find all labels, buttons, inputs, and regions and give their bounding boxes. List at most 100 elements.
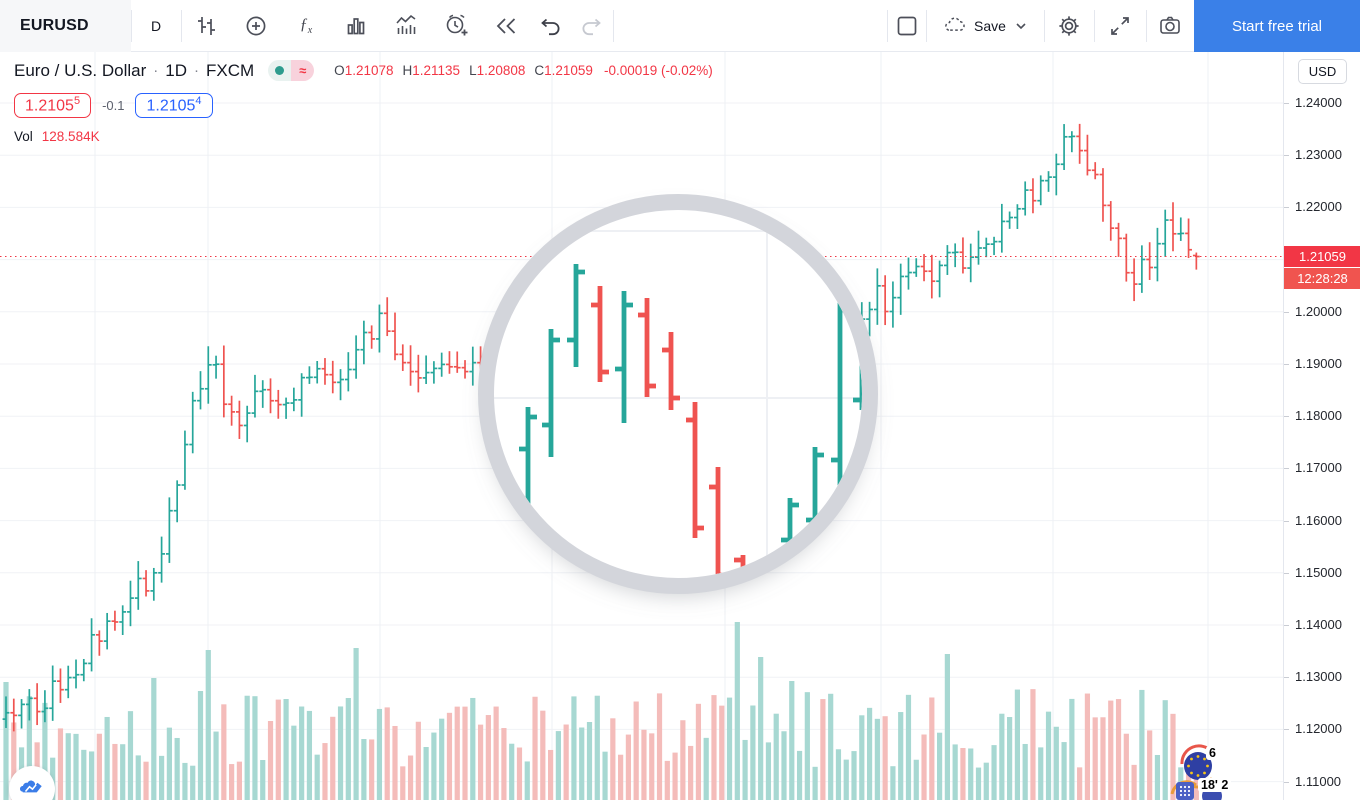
dot-separator: · — [153, 62, 159, 79]
price-tick-label: 1.14000 — [1295, 617, 1342, 632]
tick-mark — [1284, 677, 1289, 679]
separator — [1044, 10, 1045, 42]
separator — [613, 10, 614, 42]
templates-button[interactable] — [381, 0, 431, 52]
spread-value: -0.1 — [102, 98, 125, 114]
redo-button[interactable] — [571, 0, 611, 52]
dot-separator: · — [194, 62, 199, 79]
volume-value: 128.584K — [41, 129, 100, 145]
symbol-label: EURUSD — [20, 17, 89, 34]
price-tick-label: 1.12000 — [1295, 721, 1342, 737]
tick-mark — [1284, 155, 1289, 157]
fundamentals-columns-icon — [347, 18, 365, 35]
separator — [181, 10, 182, 42]
settings-gear-icon — [1059, 16, 1079, 36]
volume-label: Vol — [14, 129, 33, 145]
last-price-label: 1.21059 — [1284, 246, 1360, 268]
open-value: 1.21078 — [344, 63, 394, 78]
chevron-down-icon — [1016, 23, 1026, 30]
price-tick-label: 1.22000 — [1295, 199, 1342, 215]
price-tick-label: 1.16000 — [1295, 512, 1342, 528]
bar-replay-button[interactable] — [481, 0, 531, 52]
price-tick-label: 1.20000 — [1295, 303, 1342, 319]
interval-value: 1D — [165, 60, 187, 80]
ohlc-values: O1.21078 H1.21135 L1.20808 C1.21059 -0.0… — [334, 63, 713, 78]
price-axis[interactable]: USD 1.24000 1.23000 1.22000 1.20000 1.19000 1… — [1283, 52, 1360, 800]
tick-mark — [1284, 311, 1289, 313]
layout-square-icon — [897, 16, 916, 36]
symbol-button[interactable]: EURUSD — [0, 0, 131, 52]
start-free-trial-button[interactable]: Start free trial — [1194, 0, 1360, 52]
currency-toggle[interactable]: USD — [1298, 59, 1347, 84]
sticker-label: 18' 2 — [1198, 778, 1232, 792]
tick-mark — [1284, 781, 1289, 783]
tick-mark — [1284, 416, 1289, 418]
price-tick-label: 1.11000 — [1295, 773, 1342, 789]
fullscreen-icon — [1111, 17, 1129, 35]
tick-mark — [1284, 468, 1289, 470]
settings-button[interactable] — [1044, 0, 1094, 52]
high-value: 1.21135 — [412, 63, 461, 78]
low-value: 1.20808 — [476, 63, 526, 78]
delayed-approx-icon: ≈ — [291, 60, 315, 81]
bar-replay-icon — [496, 18, 516, 34]
sell-price-button[interactable]: 1.21055 — [14, 93, 92, 119]
separator — [926, 10, 927, 42]
fullscreen-button[interactable] — [1094, 0, 1146, 52]
volume-legend[interactable]: Vol 128.584K — [14, 129, 713, 144]
tradingview-logo-icon — [20, 780, 42, 793]
price-tick-label: 1.24000 — [1295, 95, 1342, 110]
save-button[interactable]: Save — [926, 0, 1044, 52]
buy-price-button[interactable]: 1.21054 — [135, 93, 213, 119]
tick-mark — [1284, 625, 1289, 626]
price-tick-label: 1.19000 — [1295, 356, 1342, 371]
alert-button[interactable] — [431, 0, 481, 52]
compare-button[interactable] — [231, 0, 281, 52]
top-toolbar: EURUSD D ƒx — [0, 0, 1360, 52]
separator — [1146, 10, 1147, 42]
price-tick-label: 1.15000 — [1295, 564, 1342, 580]
chart-legend: Euro / U.S. Dollar · 1D · FXCM ≈ O1.2107… — [14, 60, 713, 144]
indicators-fx-icon: ƒx — [299, 15, 313, 37]
currency-label: USD — [1308, 64, 1337, 79]
symbol-title[interactable]: Euro / U.S. Dollar — [14, 60, 147, 80]
tick-mark — [1284, 207, 1289, 209]
price-tick-label: 1.23000 — [1295, 147, 1342, 163]
event-stickers: 6 18' 2 — [1168, 742, 1268, 800]
interval-button[interactable]: D — [131, 0, 181, 52]
alert-clock-icon — [446, 14, 468, 36]
price-tick-label: 1.17000 — [1295, 460, 1342, 476]
market-dot-icon — [268, 60, 292, 81]
indicator-templates-icon — [396, 14, 416, 34]
tick-mark — [1284, 729, 1289, 731]
bar-countdown-label: 12:28:28 — [1284, 268, 1360, 290]
chart-style-bars-icon — [198, 17, 215, 35]
eu-flag-sticker-icon — [1170, 744, 1222, 800]
tick-mark — [1284, 364, 1289, 365]
market-status-pill[interactable]: ≈ — [268, 60, 315, 81]
sticker-label: 6 — [1206, 746, 1219, 760]
tradingview-logo[interactable] — [9, 766, 55, 800]
layout-button[interactable] — [887, 0, 926, 52]
fundamentals-button[interactable] — [331, 0, 381, 52]
tick-mark — [1284, 103, 1289, 104]
exchange-label: FXCM — [206, 60, 255, 80]
compare-add-icon — [246, 16, 266, 36]
tick-mark — [1284, 572, 1289, 574]
indicators-button[interactable]: ƒx — [281, 0, 331, 52]
separator — [131, 10, 132, 42]
price-tick-label: 1.13000 — [1295, 669, 1342, 685]
separator — [887, 10, 888, 42]
interval-label: D — [150, 18, 162, 34]
save-label: Save — [974, 18, 1006, 34]
chart-style-button[interactable] — [181, 0, 231, 52]
snapshot-button[interactable] — [1146, 0, 1194, 52]
undo-icon — [541, 18, 560, 36]
tick-mark — [1284, 520, 1289, 522]
snapshot-camera-icon — [1160, 16, 1180, 34]
close-value: 1.21059 — [544, 63, 593, 78]
redo-icon — [582, 18, 601, 36]
undo-button[interactable] — [531, 0, 571, 52]
change-value: -0.00019 (-0.02%) — [603, 63, 713, 78]
